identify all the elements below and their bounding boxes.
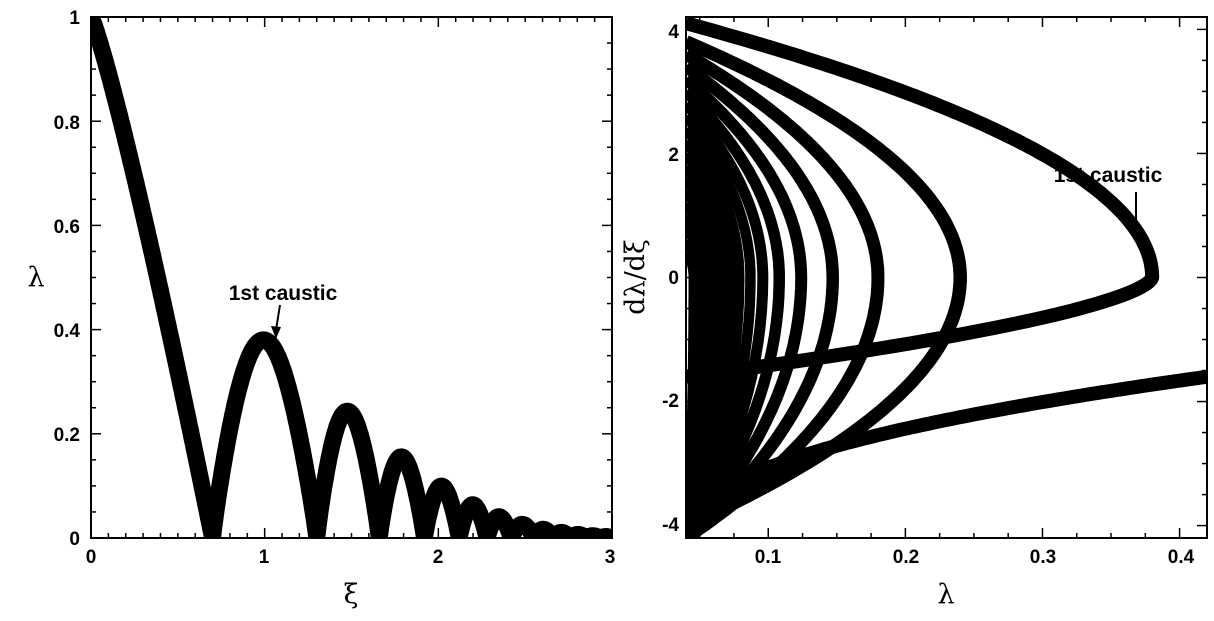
- right-data: [686, 17, 1207, 538]
- left-x-tick-3: 3: [605, 547, 616, 568]
- right-panel: 0.1 0.2 0.3 0.4 -4 -2 0 2 4 λ dλ/dξ 1st …: [620, 16, 1208, 610]
- left-plot-frame: [90, 16, 613, 539]
- right-y-tick-3: 2: [668, 145, 679, 166]
- left-y-tick-5: 1: [69, 8, 80, 29]
- right-series-curve-5: [686, 87, 785, 538]
- left-series-band: [91, 17, 612, 538]
- left-x-tick-0: 0: [86, 547, 97, 568]
- right-series-curve-18: [686, 251, 695, 538]
- left-y-tick-3: 0.6: [54, 217, 80, 238]
- right-y-tick-1: -2: [662, 391, 679, 412]
- right-series-curve-4: [686, 74, 808, 538]
- left-series-band: [91, 17, 612, 538]
- left-annotation-arrow: [271, 304, 281, 339]
- left-panel: 0 1 2 3 0 0.2 0.4 0.6 0.8 1 ξ λ 1st caus…: [27, 8, 615, 610]
- right-series-curve-0: [686, 17, 1160, 384]
- left-x-axis-title: ξ: [344, 579, 359, 610]
- right-x-axis-title: λ: [937, 579, 954, 610]
- right-series-curve-3: [686, 61, 839, 538]
- right-x-tick-2: 0.3: [1030, 547, 1056, 568]
- left-ticks: [90, 16, 613, 539]
- left-y-tick-2: 0.4: [54, 321, 81, 342]
- left-annotation-label: 1st caustic: [229, 282, 338, 305]
- right-y-tick-0: -4: [662, 515, 679, 536]
- right-x-tick-3: 0.4: [1168, 547, 1195, 568]
- left-y-tick-0: 0: [69, 529, 80, 550]
- right-series-curve-6: [686, 100, 769, 538]
- right-annotation-arrow: [1131, 192, 1141, 239]
- left-x-tick-2: 2: [433, 547, 444, 568]
- left-x-tick-1: 1: [259, 547, 270, 568]
- right-y-tick-2: 0: [668, 268, 679, 289]
- right-series-outgoing-branch: [686, 369, 1207, 538]
- right-annotation-label: 1st caustic: [1054, 164, 1163, 187]
- left-y-axis-title: λ: [27, 262, 44, 293]
- right-y-tick-4: 4: [668, 22, 679, 43]
- right-x-tick-1: 0.2: [893, 547, 919, 568]
- left-y-tick-1: 0.2: [54, 425, 80, 446]
- left-y-tick-4: 0.8: [54, 113, 80, 134]
- left-data: [91, 17, 612, 538]
- right-x-tick-0: 0.1: [755, 547, 782, 568]
- right-y-axis-title: dλ/dξ: [620, 239, 651, 315]
